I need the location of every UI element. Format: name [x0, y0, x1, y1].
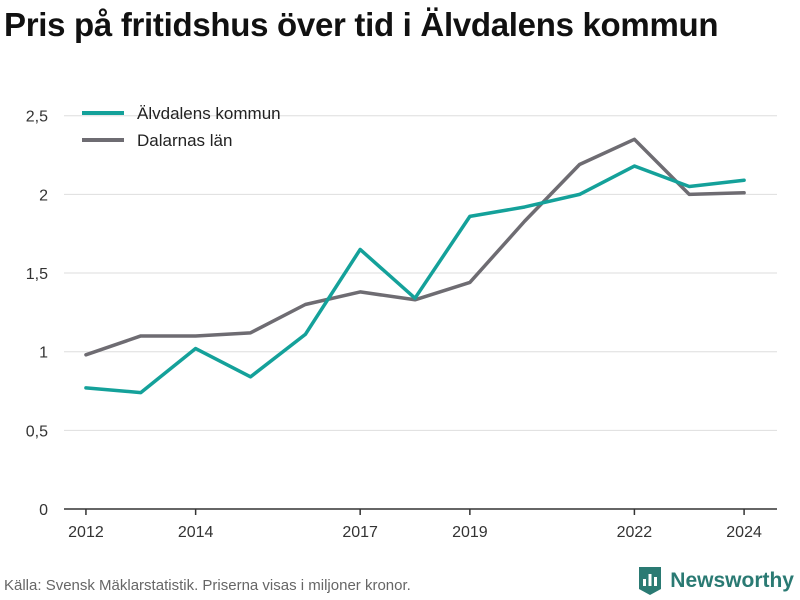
brand-name: Newsworthy	[670, 569, 794, 592]
chart-title: Pris på fritidshus över tid i Älvdalens …	[4, 6, 719, 43]
x-tick-label: 2019	[452, 524, 488, 541]
y-tick-label: 0	[39, 502, 48, 519]
series-line-alvdalen	[84, 164, 746, 395]
grid-lines	[64, 115, 777, 431]
y-tick-label: 2,5	[26, 109, 48, 126]
y-tick-label: 1	[39, 345, 48, 362]
axes: 0 0,5 1 1,5 2 2,5 2012 2014 2017 2019 2022 2024	[26, 109, 777, 541]
y-tick-label: 2	[39, 187, 48, 204]
legend-label: Älvdalens kommun	[137, 104, 281, 123]
x-tick-label: 2017	[342, 524, 378, 541]
bar-chart-icon	[639, 567, 662, 595]
series-lines	[84, 137, 746, 395]
x-tick-label: 2024	[726, 524, 762, 541]
source-note: Källa: Svensk Mäklarstatistik. Priserna …	[4, 577, 411, 594]
newsworthy-logo[interactable]: Newsworthy	[637, 566, 794, 596]
legend-label: Dalarnas län	[137, 131, 232, 150]
x-tick-label: 2014	[178, 524, 214, 541]
x-tick-label: 2022	[617, 524, 653, 541]
y-tick-label: 1,5	[26, 266, 48, 283]
x-tick-label: 2012	[68, 524, 104, 541]
legend: Älvdalens kommun Dalarnas län	[82, 104, 281, 150]
y-tick-label: 0,5	[26, 423, 48, 440]
